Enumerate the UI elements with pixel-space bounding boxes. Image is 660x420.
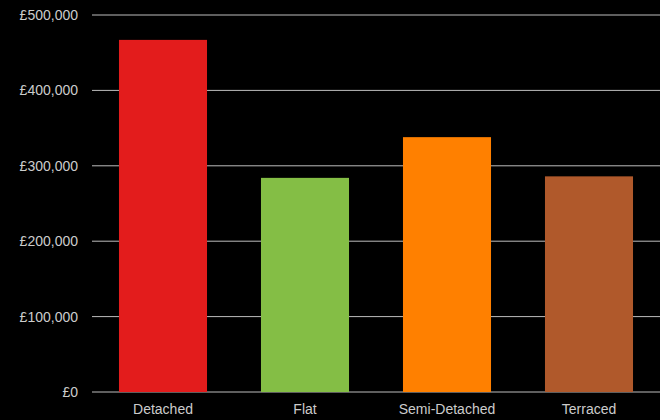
bars <box>119 40 633 392</box>
bar <box>545 176 633 392</box>
x-tick-label: Terraced <box>562 401 616 417</box>
x-tick-label: Flat <box>293 401 316 417</box>
chart-container: £0 £100,000 £200,000 £300,000 £400,000 £500,0… <box>0 0 660 420</box>
bar <box>403 137 491 392</box>
y-tick-label: £0 <box>62 384 78 400</box>
y-tick-label: £100,000 <box>20 309 79 325</box>
bar <box>119 40 207 392</box>
x-tick-label: Semi-Detached <box>399 401 496 417</box>
y-tick-label: £300,000 <box>20 158 79 174</box>
y-tick-label: £400,000 <box>20 82 79 98</box>
y-tick-label: £500,000 <box>20 7 79 23</box>
y-tick-label: £200,000 <box>20 233 79 249</box>
chart: £0 £100,000 £200,000 £300,000 £400,000 £500,0… <box>0 0 660 420</box>
bar <box>261 178 349 392</box>
background <box>0 0 660 420</box>
x-tick-label: Detached <box>133 401 193 417</box>
grid-line <box>92 15 660 16</box>
